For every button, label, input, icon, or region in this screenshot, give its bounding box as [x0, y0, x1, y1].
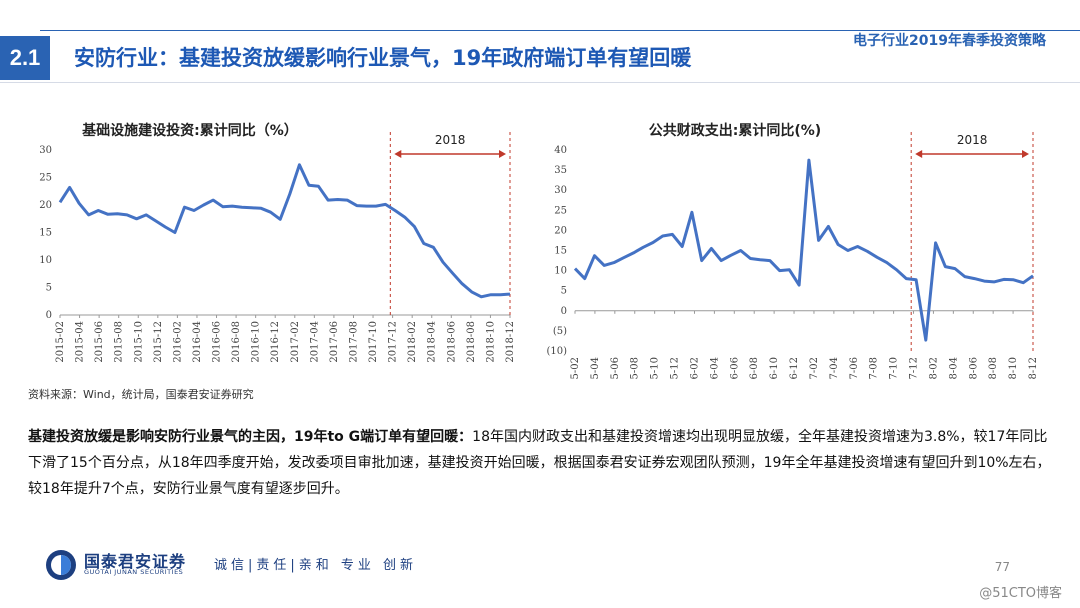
y-tick-label: 5 [46, 283, 52, 294]
company-motto: 诚信|责任|亲和 专业 创新 [214, 558, 418, 573]
arrow-left-head [394, 150, 402, 158]
header-bar [0, 8, 1080, 40]
x-tick-label: 2017-04 [309, 321, 320, 363]
x-tick-label: 2015-12 [670, 357, 681, 380]
header-rule [40, 30, 1080, 31]
x-tick-label: 2015-02 [55, 321, 66, 363]
x-tick-label: 2017-12 [909, 357, 920, 380]
x-tick-label: 2017-02 [290, 321, 301, 363]
x-tick-label: 2015-02 [570, 357, 581, 380]
y-tick-label: 35 [554, 165, 567, 176]
y-tick-label: (5) [553, 326, 567, 337]
y-tick-label: 25 [554, 205, 567, 216]
x-tick-label: 2017-08 [869, 357, 880, 380]
x-tick-label: 2018-10 [1008, 357, 1019, 380]
watermark: @51CTO博客 [979, 586, 1062, 601]
x-tick-label: 2017-02 [809, 357, 820, 380]
x-tick-label: 2015-04 [590, 357, 601, 380]
x-tick-label: 2016-10 [769, 357, 780, 380]
y-tick-label: 15 [39, 228, 52, 239]
x-tick-label: 2018-02 [928, 357, 939, 380]
x-tick-label: 2018-08 [466, 321, 477, 363]
chart-title: 公共财政支出:累计同比(%) [648, 123, 822, 139]
summary-body: 18年国内财政支出和基建投资增速均出现明显放缓，全年基建投资增速为3.8%，较1… [28, 429, 1051, 497]
x-tick-label: 2016-06 [212, 321, 223, 363]
y-tick-label: 0 [46, 310, 52, 321]
x-tick-label: 2018-12 [505, 321, 516, 363]
x-tick-label: 2018-12 [1028, 357, 1039, 380]
x-tick-label: 2018-06 [446, 321, 457, 363]
x-tick-label: 2016-08 [749, 357, 760, 380]
x-tick-label: 2018-04 [427, 321, 438, 363]
x-tick-label: 2017-06 [329, 321, 340, 363]
arrow-left-head [915, 150, 923, 158]
x-tick-label: 2018-10 [485, 321, 496, 363]
x-tick-label: 2016-08 [231, 321, 242, 363]
x-tick-label: 2015-10 [650, 357, 661, 380]
y-tick-label: 20 [39, 200, 52, 211]
series-line [58, 163, 511, 299]
x-tick-label: 2018-04 [948, 357, 959, 380]
x-tick-label: 2017-08 [348, 321, 359, 363]
y-tick-label: 30 [554, 185, 567, 196]
range-label: 2018 [957, 133, 988, 147]
series-line [573, 158, 1034, 342]
company-name-cn: 国泰君安证券 [84, 552, 187, 571]
x-tick-label: 2015-06 [94, 321, 105, 363]
page-number: 77 [994, 560, 1010, 574]
y-tick-label: 10 [39, 255, 52, 266]
x-tick-label: 2015-08 [630, 357, 641, 380]
x-tick-label: 2017-12 [388, 321, 399, 363]
chart-title: 基础设施建设投资:累计同比（%） [82, 123, 298, 139]
page-title: 安防行业：基建投资放缓影响行业景气，19年政府端订单有望回暖 [74, 46, 692, 70]
x-tick-label: 2015-12 [153, 321, 164, 363]
footer: 国泰君安证券 GUOTAI JUNAN SECURITIES 诚信|责任|亲和 … [0, 540, 1080, 608]
y-tick-label: 20 [554, 225, 567, 236]
y-tick-label: 5 [561, 286, 567, 297]
y-tick-label: 30 [39, 145, 52, 156]
x-tick-label: 2018-02 [407, 321, 418, 363]
x-tick-label: 2018-08 [988, 357, 999, 380]
x-tick-label: 2016-06 [729, 357, 740, 380]
y-tick-label: 25 [39, 173, 52, 184]
x-tick-label: 2017-10 [368, 321, 379, 363]
x-tick-label: 2017-06 [849, 357, 860, 380]
public-expenditure-chart: 公共财政支出:累计同比(%) (10) (5) 0 5 10 15 20 25 30 35 40 20… [535, 100, 1070, 380]
chart-svg: (10) (5) 0 5 10 15 20 25 30 35 40 2015-02 2015-04 201… [546, 132, 1039, 380]
summary-lead: 基建投资放缓是影响安防行业景气的主因，19年to G端订单有望回暖： [28, 429, 473, 445]
chart-svg: 0 5 10 15 20 25 30 2015-02 2015-04 2015-06 2015-08… [39, 132, 516, 363]
x-tick-label: 2017-10 [889, 357, 900, 380]
x-tick-label: 2018-06 [968, 357, 979, 380]
x-tick-label: 2016-02 [172, 321, 183, 363]
x-tick-label: 2016-12 [789, 357, 800, 380]
y-tick-label: 15 [554, 246, 567, 257]
x-tick-label: 2015-06 [610, 357, 621, 380]
data-source-note: 资料来源：Wind，统计局，国泰君安证券研究 [28, 388, 254, 401]
x-tick-label: 2016-02 [689, 357, 700, 380]
x-tick-label: 2016-04 [192, 321, 203, 363]
y-tick-label: 10 [554, 266, 567, 277]
arrow-right-head [1022, 150, 1029, 158]
x-tick-label: 2016-10 [251, 321, 262, 363]
section-number-badge: 2.1 [0, 36, 50, 80]
x-tick-label: 2015-10 [133, 321, 144, 363]
infrastructure-investment-chart: 基础设施建设投资:累计同比（%） 0 5 10 15 20 25 30 2015-02 2015… [10, 100, 530, 380]
report-name: 电子行业2019年春季投资策略 [853, 33, 1046, 49]
company-logo-icon [46, 550, 76, 580]
range-label: 2018 [435, 133, 466, 147]
x-tick-label: 2016-12 [270, 321, 281, 363]
y-tick-label: 40 [554, 145, 567, 156]
x-tick-label: 2017-04 [829, 357, 840, 380]
x-tick-label: 2015-08 [114, 321, 125, 363]
x-tick-label: 2016-04 [709, 357, 720, 380]
arrow-right-head [499, 150, 506, 158]
x-tick-label: 2015-04 [75, 321, 86, 363]
title-divider [0, 82, 1080, 83]
company-name-en: GUOTAI JUNAN SECURITIES [84, 568, 184, 576]
y-tick-label: (10) [546, 346, 567, 357]
y-tick-label: 0 [561, 306, 567, 317]
summary-paragraph: 基建投资放缓是影响安防行业景气的主因，19年to G端订单有望回暖：18年国内财… [28, 424, 1056, 502]
